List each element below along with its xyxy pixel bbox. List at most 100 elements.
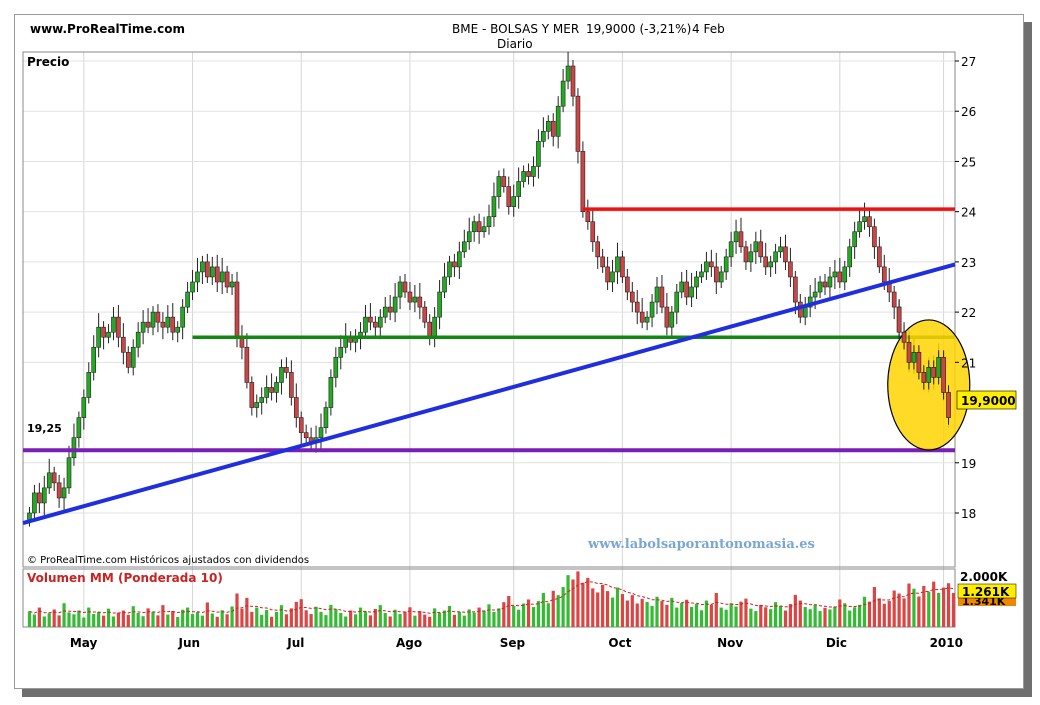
volume-bar xyxy=(902,598,906,627)
volume-bar xyxy=(867,601,872,627)
candle-down xyxy=(575,95,581,152)
volume-bar xyxy=(536,601,541,627)
volume-bar xyxy=(818,611,822,627)
candle-up xyxy=(827,276,833,288)
volume-label-prefix: Volumen xyxy=(27,571,86,585)
volume-bar xyxy=(882,603,886,627)
volume-bar xyxy=(660,601,664,627)
volume-bar xyxy=(57,615,61,627)
volume-bar xyxy=(541,592,545,627)
volume-bar xyxy=(378,605,382,627)
y-tick-label: 18 xyxy=(961,507,976,521)
volume-bar xyxy=(754,611,758,627)
volume-bar xyxy=(101,615,106,627)
x-tick-label: May xyxy=(70,636,98,650)
candle-up xyxy=(461,241,467,253)
volume-bar xyxy=(517,609,521,627)
y-tick-label: 22 xyxy=(961,306,976,320)
candle-down xyxy=(891,291,897,308)
candle-down xyxy=(600,256,605,268)
volume-moving-average xyxy=(29,581,954,614)
candle-down xyxy=(901,331,907,343)
volume-bar xyxy=(329,604,333,627)
candle-up xyxy=(926,367,932,383)
volume-bar xyxy=(689,607,694,627)
candle-up xyxy=(71,437,77,459)
candle-up xyxy=(610,271,615,283)
candle-up xyxy=(219,271,225,283)
volume-bar xyxy=(477,607,481,627)
candle-down xyxy=(387,306,393,313)
candle-up xyxy=(254,402,260,408)
candle-down xyxy=(422,306,428,323)
candle-down xyxy=(788,261,793,278)
volume-bar xyxy=(843,603,847,627)
candle-down xyxy=(867,216,872,228)
candle-up xyxy=(209,266,215,278)
volume-bar xyxy=(803,607,807,627)
candle-up xyxy=(279,367,284,383)
volume-bar xyxy=(418,611,422,627)
volume-ma-box xyxy=(958,595,1016,606)
volume-bar xyxy=(610,597,615,627)
candle-up xyxy=(437,291,442,318)
volume-bar xyxy=(680,602,684,627)
volume-bar xyxy=(472,612,476,627)
x-tick-label: 2010 xyxy=(930,636,963,650)
volume-bar xyxy=(645,601,649,627)
x-tick-label: Sep xyxy=(500,636,526,650)
volume-bar xyxy=(87,607,91,627)
candle-up xyxy=(812,291,818,298)
candle-up xyxy=(76,417,82,438)
candle-up xyxy=(447,261,452,278)
volume-bar xyxy=(442,610,447,627)
candle-down xyxy=(634,301,640,313)
candle-down xyxy=(506,186,512,207)
candle-up xyxy=(521,171,526,182)
last-date: 4 Feb xyxy=(692,22,725,36)
site-name[interactable]: www.ProRealTime.com xyxy=(30,22,185,36)
candle-up xyxy=(545,120,551,132)
volume-bar xyxy=(798,600,802,627)
volume-bar xyxy=(887,601,891,627)
volume-bar xyxy=(37,607,41,627)
volume-bar xyxy=(344,616,348,627)
candle-down xyxy=(946,392,951,418)
candle-up xyxy=(669,311,675,328)
candle-up xyxy=(338,346,344,358)
volume-bar xyxy=(383,612,387,627)
candle-down xyxy=(822,281,828,288)
candle-down xyxy=(170,316,176,333)
volume-bar xyxy=(111,616,116,627)
volume-bar xyxy=(358,607,363,627)
candle-down xyxy=(585,211,591,223)
candle-down xyxy=(872,226,877,248)
candle-up xyxy=(412,296,418,303)
candle-down xyxy=(896,306,902,333)
volume-bar xyxy=(951,592,956,627)
volume-bar xyxy=(551,590,555,627)
volume-bar xyxy=(502,602,506,627)
volume-bar xyxy=(225,614,229,627)
volume-label-suffix: MM (Ponderada 10) xyxy=(86,571,223,585)
volume-bar xyxy=(309,614,313,627)
candle-up xyxy=(200,261,205,273)
candle-up xyxy=(86,372,92,398)
candle-up xyxy=(852,231,857,248)
candle-up xyxy=(748,251,754,263)
volume-bar xyxy=(941,587,946,627)
y-tick-label: 23 xyxy=(961,256,976,270)
candle-up xyxy=(195,271,200,283)
candle-up xyxy=(61,487,67,499)
volume-bar xyxy=(314,606,318,627)
candle-up xyxy=(857,221,862,233)
candle-down xyxy=(284,367,289,373)
volume-bar xyxy=(131,606,135,627)
candle-down xyxy=(684,281,689,298)
last-price-change: 19,9000 (-3,21%) xyxy=(586,22,692,36)
candle-down xyxy=(373,321,378,328)
volume-bar xyxy=(808,609,812,627)
volume-bar xyxy=(106,608,111,627)
volume-bar xyxy=(171,611,175,627)
